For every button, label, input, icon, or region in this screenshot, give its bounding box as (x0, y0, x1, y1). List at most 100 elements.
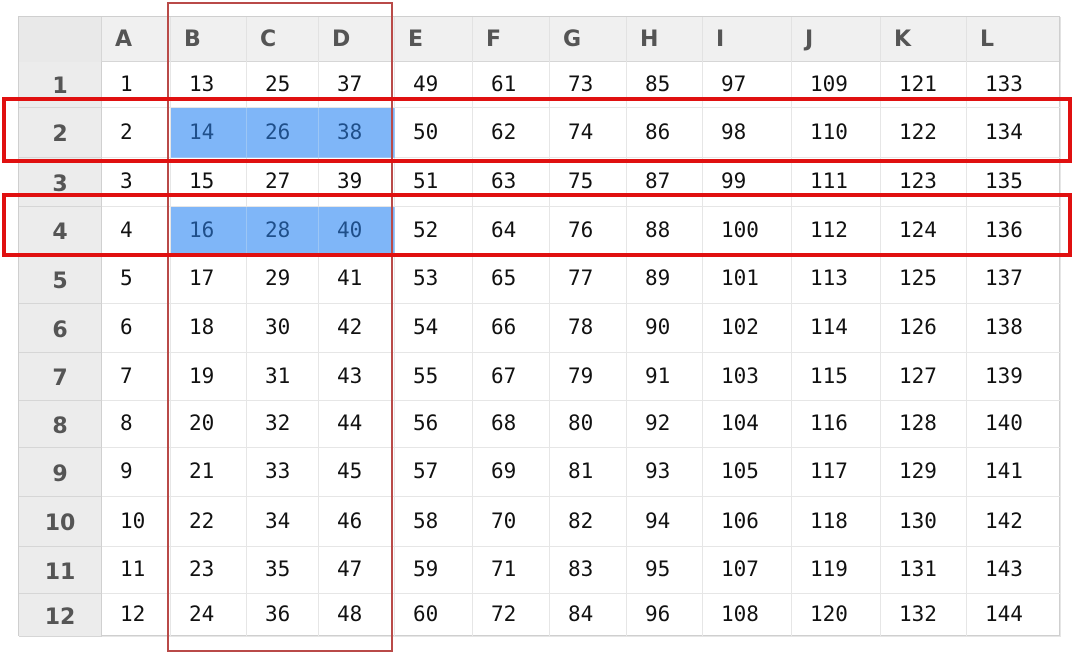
cell-c10[interactable]: 34 (247, 497, 319, 547)
cell-h8[interactable]: 92 (627, 401, 703, 448)
cell-e9[interactable]: 57 (395, 448, 473, 497)
row-header-2[interactable]: 2 (19, 108, 102, 158)
cell-i1[interactable]: 97 (703, 62, 792, 108)
cell-l3[interactable]: 135 (967, 158, 1061, 207)
cell-a11[interactable]: 11 (102, 547, 171, 594)
cell-j3[interactable]: 111 (792, 158, 881, 207)
cell-e5[interactable]: 53 (395, 255, 473, 304)
row-header-12[interactable]: 12 (19, 594, 102, 637)
cell-b9[interactable]: 21 (171, 448, 247, 497)
cell-c11[interactable]: 35 (247, 547, 319, 594)
column-header-g[interactable]: G (550, 17, 627, 62)
cell-i12[interactable]: 108 (703, 594, 792, 637)
select-all-corner[interactable] (19, 17, 102, 62)
cell-h5[interactable]: 89 (627, 255, 703, 304)
cell-j4[interactable]: 112 (792, 207, 881, 255)
cell-c8[interactable]: 32 (247, 401, 319, 448)
cell-a7[interactable]: 7 (102, 353, 171, 401)
row-header-10[interactable]: 10 (19, 497, 102, 547)
row-header-8[interactable]: 8 (19, 401, 102, 448)
cell-e3[interactable]: 51 (395, 158, 473, 207)
cell-b2[interactable]: 14 (171, 108, 247, 158)
cell-c6[interactable]: 30 (247, 304, 319, 353)
row-header-4[interactable]: 4 (19, 207, 102, 255)
column-header-f[interactable]: F (473, 17, 550, 62)
cell-k7[interactable]: 127 (881, 353, 967, 401)
row-header-7[interactable]: 7 (19, 353, 102, 401)
cell-j9[interactable]: 117 (792, 448, 881, 497)
cell-j6[interactable]: 114 (792, 304, 881, 353)
cell-f2[interactable]: 62 (473, 108, 550, 158)
cell-k4[interactable]: 124 (881, 207, 967, 255)
cell-g1[interactable]: 73 (550, 62, 627, 108)
cell-d1[interactable]: 37 (319, 62, 395, 108)
cell-d9[interactable]: 45 (319, 448, 395, 497)
cell-e2[interactable]: 50 (395, 108, 473, 158)
cell-d3[interactable]: 39 (319, 158, 395, 207)
cell-b3[interactable]: 15 (171, 158, 247, 207)
cell-b11[interactable]: 23 (171, 547, 247, 594)
column-header-a[interactable]: A (102, 17, 171, 62)
cell-f8[interactable]: 68 (473, 401, 550, 448)
row-header-3[interactable]: 3 (19, 158, 102, 207)
column-header-j[interactable]: J (792, 17, 881, 62)
cell-c5[interactable]: 29 (247, 255, 319, 304)
cell-i9[interactable]: 105 (703, 448, 792, 497)
row-header-1[interactable]: 1 (19, 62, 102, 108)
cell-l11[interactable]: 143 (967, 547, 1061, 594)
cell-g5[interactable]: 77 (550, 255, 627, 304)
column-header-h[interactable]: H (627, 17, 703, 62)
cell-g6[interactable]: 78 (550, 304, 627, 353)
cell-a1[interactable]: 1 (102, 62, 171, 108)
cell-b5[interactable]: 17 (171, 255, 247, 304)
column-header-i[interactable]: I (703, 17, 792, 62)
cell-d4[interactable]: 40 (319, 207, 395, 255)
cell-f6[interactable]: 66 (473, 304, 550, 353)
cell-f4[interactable]: 64 (473, 207, 550, 255)
cell-h3[interactable]: 87 (627, 158, 703, 207)
cell-a5[interactable]: 5 (102, 255, 171, 304)
cell-k10[interactable]: 130 (881, 497, 967, 547)
cell-l1[interactable]: 133 (967, 62, 1061, 108)
cell-f12[interactable]: 72 (473, 594, 550, 637)
cell-j8[interactable]: 116 (792, 401, 881, 448)
cell-f7[interactable]: 67 (473, 353, 550, 401)
cell-j11[interactable]: 119 (792, 547, 881, 594)
cell-f3[interactable]: 63 (473, 158, 550, 207)
cell-b6[interactable]: 18 (171, 304, 247, 353)
cell-d10[interactable]: 46 (319, 497, 395, 547)
cell-i4[interactable]: 100 (703, 207, 792, 255)
cell-d11[interactable]: 47 (319, 547, 395, 594)
cell-l10[interactable]: 142 (967, 497, 1061, 547)
cell-h7[interactable]: 91 (627, 353, 703, 401)
cell-e7[interactable]: 55 (395, 353, 473, 401)
cell-a4[interactable]: 4 (102, 207, 171, 255)
cell-j2[interactable]: 110 (792, 108, 881, 158)
cell-d2[interactable]: 38 (319, 108, 395, 158)
cell-l7[interactable]: 139 (967, 353, 1061, 401)
cell-i2[interactable]: 98 (703, 108, 792, 158)
cell-g8[interactable]: 80 (550, 401, 627, 448)
cell-f1[interactable]: 61 (473, 62, 550, 108)
cell-b10[interactable]: 22 (171, 497, 247, 547)
cell-h4[interactable]: 88 (627, 207, 703, 255)
cell-i8[interactable]: 104 (703, 401, 792, 448)
cell-i11[interactable]: 107 (703, 547, 792, 594)
cell-b12[interactable]: 24 (171, 594, 247, 637)
cell-e4[interactable]: 52 (395, 207, 473, 255)
cell-l6[interactable]: 138 (967, 304, 1061, 353)
column-header-b[interactable]: B (171, 17, 247, 62)
cell-a12[interactable]: 12 (102, 594, 171, 637)
cell-j12[interactable]: 120 (792, 594, 881, 637)
cell-i6[interactable]: 102 (703, 304, 792, 353)
cell-l9[interactable]: 141 (967, 448, 1061, 497)
cell-e8[interactable]: 56 (395, 401, 473, 448)
column-header-c[interactable]: C (247, 17, 319, 62)
cell-e11[interactable]: 59 (395, 547, 473, 594)
cell-g9[interactable]: 81 (550, 448, 627, 497)
cell-i5[interactable]: 101 (703, 255, 792, 304)
row-header-9[interactable]: 9 (19, 448, 102, 497)
cell-k6[interactable]: 126 (881, 304, 967, 353)
cell-c7[interactable]: 31 (247, 353, 319, 401)
cell-c3[interactable]: 27 (247, 158, 319, 207)
